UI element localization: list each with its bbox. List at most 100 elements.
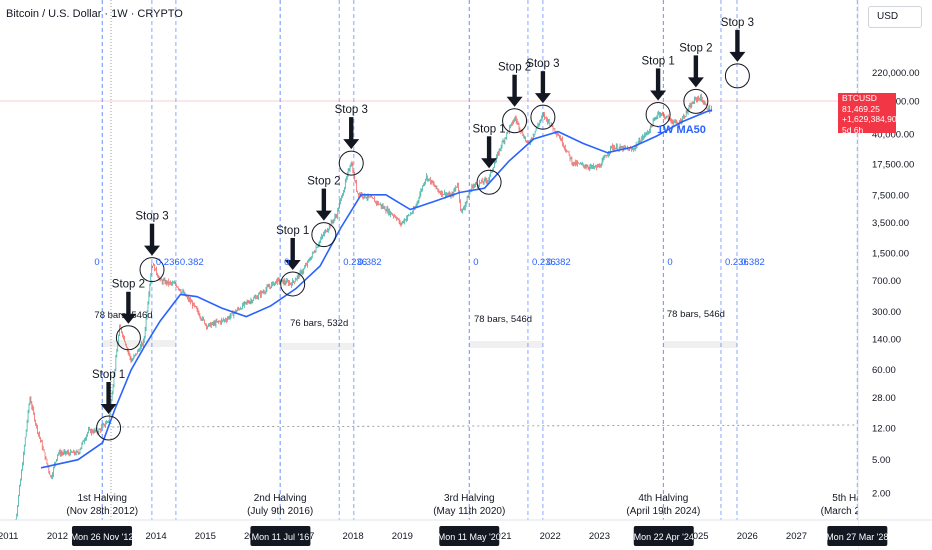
halving-lines (101, 0, 858, 520)
stop-arrow-head (144, 245, 161, 256)
cycle-band (280, 343, 354, 350)
halving-name: 2nd Halving (254, 493, 307, 504)
stop-arrow-head (506, 96, 523, 107)
fib-level-label: 0.236 (532, 257, 556, 268)
halving-date: (May 11th 2020) (433, 506, 505, 517)
fib-level-label: 0.236 (156, 257, 180, 268)
cycle-length-label: 78 bars, 546d (667, 309, 725, 320)
dotted-trend-line (102, 424, 859, 428)
fib-level-label: 0.236 (343, 257, 367, 268)
halving-date: (April 19th 2024) (626, 506, 700, 517)
stop-label: Stop 1 (276, 225, 309, 237)
price-tick-label: 1,500.00 (872, 249, 909, 260)
stop-label: Stop 3 (526, 58, 559, 70)
price-axis[interactable]: 220,000.00100,000.0040,000.0017,500.007,… (857, 0, 932, 550)
price-tick-label: 40,000.00 (872, 130, 914, 141)
year-tick-label: 2019 (392, 531, 413, 542)
year-tick-label: 2027 (786, 531, 807, 542)
stop-circle (338, 150, 364, 176)
date-badge-bg (827, 526, 888, 546)
stop-arrow-head (100, 404, 117, 414)
fib-level-label: 0 (473, 257, 478, 268)
price-tick-label: 12.00 (872, 424, 896, 435)
price-tick-label: 28.00 (872, 393, 896, 404)
stop-label: Stop 3 (135, 211, 168, 223)
stop-label: Stop 3 (721, 17, 754, 29)
year-tick-label: 2021 (490, 531, 511, 542)
stop-label: Stop 2 (307, 176, 340, 188)
stop-circle (311, 222, 337, 248)
halving-date: (March 27 2028) (821, 506, 894, 517)
halving-name: 3rd Halving (444, 493, 495, 504)
stop-circle (96, 415, 122, 441)
stop-arrow-head (284, 259, 301, 270)
stop-arrow-shaft (486, 136, 492, 160)
price-tick-label: 2.00 (872, 488, 891, 499)
stop-arrow-shaft (126, 291, 131, 315)
halving-date: (July 9th 2016) (247, 506, 313, 517)
cycle-band (469, 341, 543, 348)
stop-circle (139, 257, 165, 283)
ma50-label: 1W MA50 (657, 124, 706, 136)
stop-arrow-shaft (349, 117, 354, 141)
year-tick-label: 2023 (589, 531, 610, 542)
year-tick-label: 2012 (47, 531, 68, 542)
fib-level-label: 0.382 (358, 257, 382, 268)
halving-name: 1st Halving (78, 493, 127, 504)
cycle-band (663, 341, 738, 348)
stop-label: Stop 2 (498, 62, 531, 74)
price-tick-label: 140.00 (872, 335, 901, 346)
halving-date: (Nov 28th 2012) (66, 506, 138, 517)
stop-label: Stop 2 (679, 42, 712, 54)
date-badge-label: Mon 26 Nov '12 (71, 532, 134, 542)
time-axis[interactable]: 2011201220142015201620172018201920212022… (0, 519, 932, 550)
halving-name: 5th Halving (832, 493, 882, 504)
fib-level-label: 0.382 (547, 257, 571, 268)
price-tick-label: 700.00 (872, 276, 901, 287)
stop-label: Stop 1 (641, 55, 674, 67)
year-tick-label: 2015 (195, 531, 216, 542)
stop-arrow-shaft (512, 74, 517, 98)
fib-level-label: 0.382 (180, 257, 204, 268)
price-tag-ticker: BTCUSD (842, 93, 877, 103)
stop-circle (502, 108, 528, 134)
price-candles (8, 93, 713, 550)
price-axis-bg (858, 0, 932, 550)
price-tick-label: 60.00 (872, 365, 896, 376)
price-tick-label: 7,500.00 (872, 190, 909, 201)
stop-arrow-head (343, 139, 360, 150)
year-tick-label: 2026 (737, 531, 758, 542)
date-badge-label: Mon 11 May '20 (438, 532, 501, 542)
date-badge-label: Mon 11 Jul '16 (252, 532, 310, 542)
year-tick-label: 2011 (0, 531, 18, 542)
cycle-length-label: 76 bars, 532d (290, 318, 348, 329)
stop-arrow-shaft (290, 237, 295, 261)
stop-arrow-shaft (655, 68, 661, 92)
stop-arrow-head (481, 158, 498, 169)
stop-circle (280, 271, 306, 297)
price-tag-countdown: 5d 6h (842, 124, 864, 135)
last-price-tag: BTCUSD 81,469.25 +1,629,384,900.00 5d 6h (838, 93, 914, 135)
stop-arrow-head (120, 313, 137, 324)
reference-lines (0, 0, 859, 520)
chart-title: Bitcoin / U.S. Dollar · 1W · CRYPTO (6, 8, 183, 20)
year-tick-label: 2025 (687, 531, 708, 542)
price-tick-label: 300.00 (872, 307, 901, 318)
stop-label: Stop 1 (92, 369, 125, 381)
stop-arrow-shaft (735, 29, 740, 53)
currency-button[interactable] (868, 6, 922, 28)
stop-arrow-shaft (540, 71, 546, 95)
price-tag-change: +1,629,384,900.00 (842, 114, 914, 124)
stop-circle (724, 63, 750, 89)
fib-level-label: 0 (94, 257, 99, 268)
price-tick-label: 220,000.00 (872, 68, 920, 79)
date-badge-label: Mon 22 Apr '24 (634, 532, 694, 542)
stop-circle (115, 325, 141, 351)
fib-level-label: 0 (284, 257, 289, 268)
fib-level-label: 0 (667, 257, 672, 268)
price-tick-label: 5.00 (872, 455, 891, 466)
date-badge-label: Mon 27 Mar '28 (826, 532, 888, 542)
